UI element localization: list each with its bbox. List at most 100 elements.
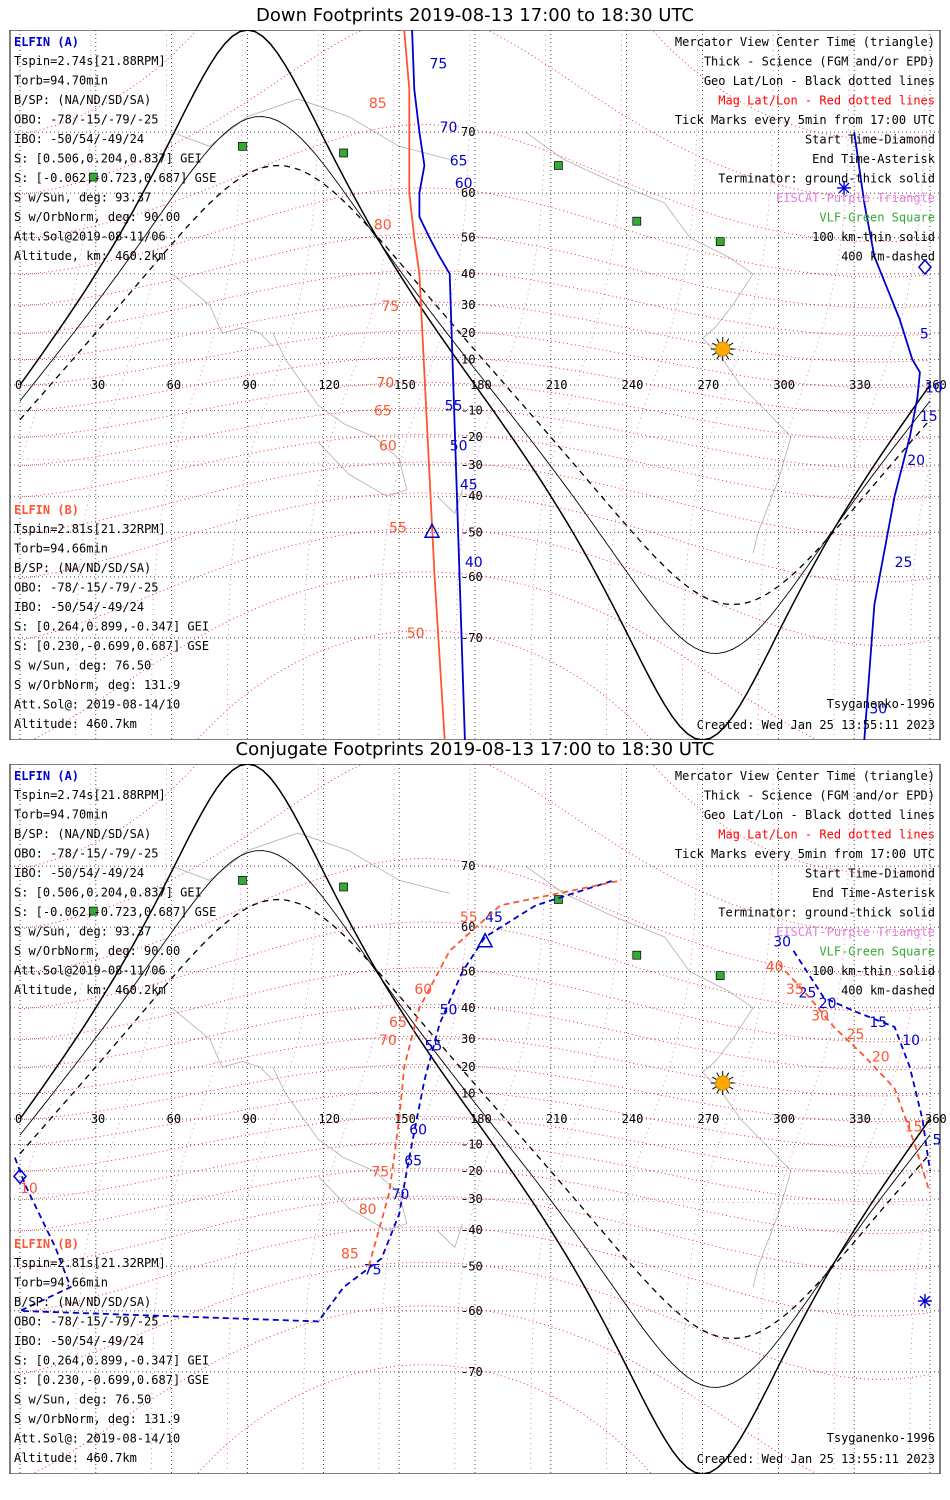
start-diamond: [13, 1168, 27, 1185]
legend-line: Mag Lat/Lon - Red dotted lines: [718, 94, 935, 108]
map-conjugate: 0 30 60 90 120 150 180 210 240 270 300 330 360706050…: [9, 764, 947, 1474]
mag-grid-meridian: [454, 30, 547, 740]
lon-tick-label: 0: [15, 1112, 22, 1126]
coastline: [436, 489, 463, 515]
coastline: [272, 332, 408, 497]
elfin-a-info-line: S w/Sun, deg: 93.37: [14, 925, 151, 939]
mag-grid-meridian: [150, 764, 243, 1474]
elfin-b-tick-label: 80: [359, 1202, 377, 1218]
elfin-b-info-line: B/SP: (NA/ND/SD/SA): [14, 1295, 151, 1309]
sun-ray: [725, 1088, 730, 1094]
panel-title-conjugate: Conjugate Footprints 2019-08-13 17:00 to…: [235, 739, 715, 760]
elfin-a-tick-label: 5: [933, 1133, 942, 1149]
mag-grid-meridian: [378, 764, 471, 1474]
elfin-b-info-line: Altitude: 460.7km: [14, 717, 137, 731]
elfin-b-info-line: S w/OrbNorm, deg: 131.9: [14, 1412, 180, 1426]
terminator-ground: [19, 764, 931, 1474]
legend-line: VLF-Green Square: [819, 945, 935, 959]
legend-line: Terminator: ground-thick solid: [718, 172, 935, 186]
elfin-b-track: [367, 879, 622, 1267]
elfin-b-info-line: S: [0.230,-0.699,0.687] GSE: [14, 1373, 209, 1387]
elfin-b-info-line: S w/OrbNorm, deg: 131.9: [14, 678, 180, 692]
elfin-a-tick-label: 85: [887, 30, 905, 34]
lon-tick-label: 30: [91, 378, 105, 392]
elfin-b-info-line: S w/Sun, deg: 76.50: [14, 1393, 151, 1407]
lat-tick-label: -10: [461, 404, 483, 418]
elfin-a-info-line: Torb=94.70min: [14, 808, 108, 822]
lat-tick-label: 30: [461, 298, 475, 312]
elfin-b-tick-label: 50: [407, 626, 425, 642]
lat-tick-label: -10: [461, 1138, 483, 1152]
sun-ray: [725, 354, 730, 360]
elfin-b-tick-label: 85: [341, 1247, 359, 1263]
lon-tick-label: 330: [849, 378, 871, 392]
elfin-a-info-line: OBO: -78/-15/-79/-25: [14, 847, 159, 861]
elfin-a-info-line: S: [0.506,0.204,0.837] GEI: [14, 152, 202, 166]
legend-line: End Time-Asterisk: [812, 886, 936, 900]
mag-grid-parallel: [19, 1261, 931, 1380]
vlf-site-square: [632, 950, 642, 960]
lat-tick-label: 40: [461, 267, 475, 281]
mag-grid-meridian: [606, 30, 698, 740]
created-label: Created: Wed Jan 25 13:55:11 2023: [697, 718, 935, 732]
elfin-b-tick-label: 70: [376, 376, 394, 392]
vlf-site-square: [238, 141, 247, 151]
elfin-b-tick-label: 15: [905, 1120, 923, 1136]
elfin-b-info-line: Altitude: 460.7km: [14, 1451, 137, 1465]
mag-grid-meridian: [757, 30, 850, 740]
lon-tick-label: 240: [622, 1112, 644, 1126]
created-label: Created: Wed Jan 25 13:55:11 2023: [697, 1452, 935, 1466]
elfin-a-tick-label: 5: [920, 326, 929, 342]
legend-line: Mag Lat/Lon - Red dotted lines: [718, 828, 935, 842]
vlf-site-square: [554, 161, 563, 170]
mag-grid-parallel: [19, 527, 931, 646]
lat-tick-label: -60: [461, 570, 483, 584]
legend-line: Mercator View Center Time (triangle): [675, 769, 935, 783]
elfin-a-info-line: S: [0.506,0.204,0.837] GEI: [14, 886, 202, 900]
lat-tick-label: 70: [461, 859, 475, 873]
elfin-a-info-line: Torb=94.70min: [14, 74, 108, 88]
elfin-a-track: [14, 879, 615, 1323]
mag-grid-parallel: [19, 233, 931, 309]
elfin-b-track: [403, 30, 446, 740]
sun-icon: [715, 1075, 731, 1091]
lon-tick-label: 30: [91, 1112, 105, 1126]
elfin-a-info-line: IBO: -50/54/-49/24: [14, 132, 144, 146]
lon-tick-label: 270: [698, 1112, 720, 1126]
panel-title-down: Down Footprints 2019-08-13 17:00 to 18:3…: [256, 5, 694, 26]
mag-grid-parallel: [19, 433, 931, 500]
legend-line: 400 km-dashed: [841, 984, 935, 998]
mag-grid-meridian: [20, 764, 929, 1474]
lon-tick-label: 180: [470, 1112, 492, 1126]
elfin-a-tick-label: 45: [485, 910, 503, 926]
elfin-b-tick-label: 30: [811, 1009, 829, 1025]
legend-line: 400 km-dashed: [841, 250, 935, 264]
elfin-a-tick-label: 50: [450, 439, 468, 455]
elfin-a-tick-label: 50: [440, 1002, 458, 1018]
elfin-a-info-line: B/SP: (NA/ND/SD/SA): [14, 93, 151, 107]
legend-line: 100 km-thin solid: [812, 230, 935, 244]
mag-grid-parallel: [19, 492, 931, 583]
elfin-a-info-line: Tspin=2.74s[21.88RPM]: [14, 788, 166, 802]
elfin-a-tick-label: 10: [902, 1033, 920, 1049]
elfin-b-title: ELFIN (B): [14, 1237, 79, 1251]
elfin-b-tick-label: 75: [371, 1164, 389, 1180]
lon-tick-label: 300: [773, 1112, 795, 1126]
elfin-a-info-line: Tspin=2.74s[21.88RPM]: [14, 54, 166, 68]
vlf-site-square: [238, 875, 247, 885]
sun-ray: [716, 338, 720, 344]
lat-tick-label: 10: [461, 1086, 475, 1100]
elfin-a-track: [411, 30, 466, 740]
coastline: [171, 1007, 274, 1081]
lat-tick-label: 30: [461, 1032, 475, 1046]
elfin-b-info-line: Att.Sol@: 2019-08-14/10: [14, 698, 180, 712]
legend-line: VLF-Green Square: [819, 211, 935, 225]
mag-grid-parallel: [19, 124, 931, 243]
elfin-a-tick-label: 25: [895, 555, 913, 571]
model-label: Tsyganenko-1996: [827, 697, 935, 711]
lat-tick-label: -20: [461, 1164, 483, 1178]
elfin-b-info-line: S: [0.230,-0.699,0.687] GSE: [14, 639, 209, 653]
sun-ray: [712, 342, 717, 346]
lon-tick-label: 120: [318, 1112, 340, 1126]
mag-grid-meridian: [226, 30, 319, 740]
